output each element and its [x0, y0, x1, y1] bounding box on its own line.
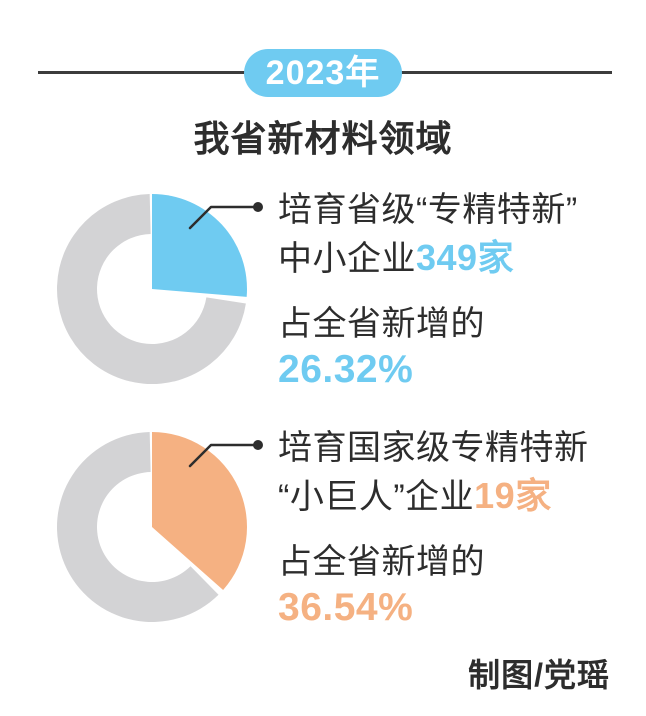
- donut-chart-provincial: [57, 194, 263, 384]
- stat-percentage: 26.32%: [278, 348, 414, 391]
- chart-label-line1: 培育省级“专精特新”: [278, 191, 578, 229]
- chart-label-line1: 培育国家级专精特新: [278, 429, 589, 467]
- year-badge: 2023年: [244, 49, 402, 97]
- chart-label-block-national: 培育国家级专精特新 “小巨人”企业19家 占全省新增的 36.54%: [278, 424, 638, 631]
- credit: 制图/党瑶: [468, 657, 610, 693]
- callout-line: [188, 205, 256, 230]
- callout-line: [188, 443, 256, 468]
- chart-label-block-provincial: 培育省级“专精特新” 中小企业349家 占全省新增的 26.32%: [278, 186, 638, 393]
- donut-slice-highlight: [152, 194, 247, 297]
- page-title: 我省新材料领域: [193, 118, 453, 159]
- donut-ring-remainder: [57, 194, 246, 384]
- chart-label-line2: 中小企业349家: [278, 234, 638, 283]
- donut-slice-highlight: [152, 432, 248, 591]
- chart-label-line2-prefix: 中小企业: [278, 240, 416, 278]
- chart-label-line2-prefix: “小巨人”企业: [278, 478, 475, 516]
- chart-count-value: 19家: [474, 475, 552, 516]
- stat-percentage: 36.54%: [278, 586, 414, 629]
- stat-caption: 占全省新增的: [278, 305, 485, 343]
- stat-caption: 占全省新增的: [278, 543, 485, 581]
- chart-label-line2: “小巨人”企业19家: [278, 472, 638, 521]
- donut-ring-remainder: [57, 432, 219, 622]
- chart-count-value: 349家: [416, 237, 515, 278]
- donut-chart-national: [57, 432, 263, 622]
- callout-bullet-dot: [253, 440, 263, 450]
- callout-bullet-dot: [253, 202, 263, 212]
